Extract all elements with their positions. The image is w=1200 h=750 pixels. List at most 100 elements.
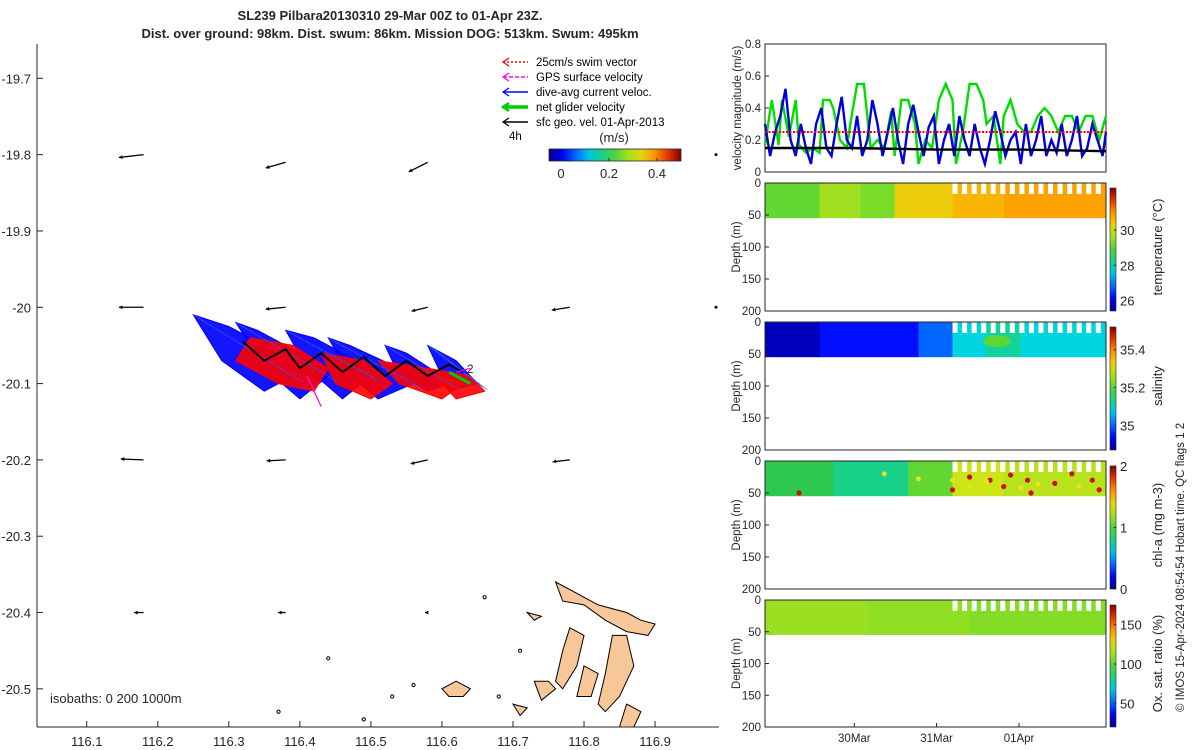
heatmap-gap (1009, 183, 1015, 194)
chl-a-point (1052, 480, 1058, 486)
colorbar-tick-label: 100 (1120, 657, 1142, 672)
heatmap-gap (1000, 183, 1006, 194)
chl-a-point (796, 490, 802, 496)
current-vector (465, 374, 477, 382)
heatmap-gap (1067, 322, 1073, 333)
heatmap-cell (952, 461, 1005, 497)
heatmap-gap (962, 600, 968, 611)
current-vector (292, 333, 303, 340)
current-vector (435, 351, 446, 358)
current-vector (442, 356, 454, 364)
colorbar-tick-label: 0 (557, 166, 564, 181)
current-vector (413, 383, 424, 390)
heatmap-gap (1000, 322, 1006, 333)
colorbar-tick-label: 28 (1120, 258, 1134, 273)
island (533, 680, 557, 702)
heatmap-gap (1009, 322, 1015, 333)
map-x-tick-label: 116.7 (497, 734, 529, 749)
geo-velocity-arrowhead (424, 610, 429, 615)
heatmap-cell (765, 183, 821, 219)
heatmap-gap (1057, 322, 1063, 333)
colorbar-label: Ox. sat. ratio (%) (1150, 615, 1165, 713)
current-vector (374, 362, 385, 369)
depth-tick-label: 200 (742, 722, 761, 734)
heatmap-cell (894, 183, 954, 219)
legend-label: net glider velocity (536, 102, 625, 114)
heatmap-gap (1019, 322, 1025, 333)
velocity-y-tick-label: 0.6 (745, 71, 761, 83)
chl-a-point (984, 479, 990, 484)
island (576, 665, 599, 697)
side-note: © IMOS 15-Apr-2024 08:54:54 Hobart time.… (1175, 423, 1187, 712)
geo-velocity-arrowhead (411, 308, 416, 313)
depth-tick-label: 100 (742, 659, 761, 671)
depth-tick-label: 150 (742, 413, 761, 425)
heatmap-cell (765, 322, 821, 358)
island (511, 703, 529, 717)
heatmap-gap (990, 322, 996, 333)
legend-arrowhead (501, 87, 510, 97)
island (525, 611, 543, 621)
heatmap-gap (1038, 183, 1044, 194)
legend-arrowhead (501, 57, 510, 67)
current-vector (305, 340, 316, 347)
colorbar-tick-label: 26 (1120, 293, 1134, 308)
heatmap-gap (1076, 183, 1082, 194)
map-x-tick-label: 116.1 (71, 734, 103, 749)
heatmap-gap (1057, 461, 1063, 472)
map-x-tick-label: 116.3 (213, 734, 245, 749)
island (554, 580, 656, 636)
geo-velocity-arrowhead (552, 459, 557, 464)
depth-label: Depth (m) (731, 221, 743, 272)
chl-a-point (949, 487, 956, 493)
heatmap-gap (1057, 183, 1063, 194)
heatmap-gap (952, 322, 958, 333)
heatmap-gap (1086, 600, 1092, 611)
heatmap-gap (1038, 322, 1044, 333)
heatmap-gap (1048, 600, 1054, 611)
map-y-tick-label: -19.8 (1, 148, 31, 163)
isobath-contour (361, 717, 366, 722)
current-vector (347, 348, 359, 355)
current-vector (311, 344, 323, 351)
heatmap-cell (819, 183, 861, 219)
current-vector (387, 369, 398, 376)
geo-velocity-vector (714, 153, 718, 157)
chl-a-point (1001, 484, 1007, 490)
current-vector (446, 359, 458, 367)
current-vector (380, 365, 391, 373)
depth-tick-label: 150 (742, 690, 761, 702)
chl-a-point (1024, 477, 1031, 483)
current-vector (298, 336, 309, 344)
depth-label: Depth (m) (731, 638, 743, 689)
current-vector (473, 380, 484, 387)
colorbar-tick-label: 150 (1120, 618, 1142, 633)
heatmap-gap (952, 600, 958, 611)
geo-velocity-arrowhead (278, 610, 282, 615)
isobath-contour (276, 709, 281, 714)
heatmap-cell (1020, 322, 1107, 358)
salinity-patch (982, 335, 1011, 348)
isobath-contour (496, 694, 501, 699)
geo-velocity-arrowhead (410, 461, 415, 465)
gps-vector (306, 375, 322, 407)
map-y-tick-label: -20.1 (1, 377, 31, 392)
track-label: 2 (467, 364, 473, 376)
isobath-note: isobaths: 0 200 1000m (50, 691, 182, 706)
chl-a-point (1028, 490, 1034, 496)
current-vector (328, 375, 339, 383)
colorbar-tick-label: 35.2 (1120, 381, 1145, 396)
heatmap-gap (1009, 600, 1015, 611)
vertical-colorbar (1109, 326, 1117, 451)
current-vector (292, 375, 303, 383)
current-vector (351, 365, 362, 372)
heatmap-gap (952, 183, 958, 194)
chl-a-point (967, 474, 973, 480)
map-y-tick-label: -20.2 (1, 453, 31, 468)
heatmap-gap (1076, 600, 1082, 611)
chl-a-point (967, 484, 972, 489)
geo-velocity-vector (408, 161, 429, 173)
geo-velocity-arrowhead (551, 307, 556, 312)
current-vector (328, 337, 339, 345)
